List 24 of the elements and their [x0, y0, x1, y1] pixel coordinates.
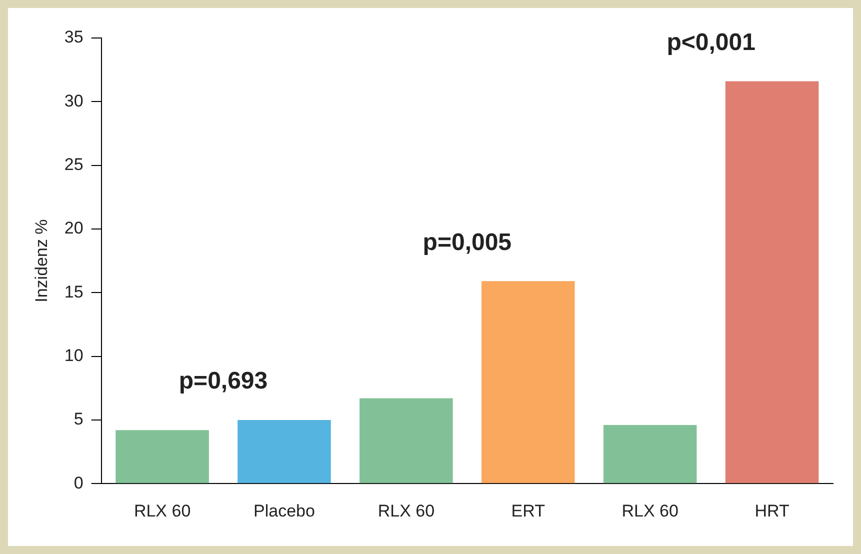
bar	[481, 281, 575, 484]
x-tick-label: HRT	[754, 501, 790, 520]
bar	[238, 420, 331, 484]
x-tick-label: RLX 60	[378, 501, 435, 520]
y-tick-label: 25	[64, 155, 84, 174]
y-tick-label: 15	[64, 282, 84, 302]
bar	[360, 398, 453, 484]
x-tick-label: ERT	[511, 501, 545, 520]
annotation: p<0,001	[666, 28, 756, 56]
y-tick-label: 5	[74, 410, 84, 429]
annotation: p=0,693	[178, 368, 268, 395]
x-tick-label: RLX 60	[134, 501, 191, 520]
x-tick-label: Placebo	[254, 501, 315, 520]
annotation: p=0,005	[422, 228, 512, 256]
x-tick-label: RLX 60	[622, 501, 678, 520]
y-tick-label: 30	[64, 91, 84, 110]
y-tick-label: 0	[74, 473, 84, 492]
bar	[116, 430, 209, 484]
y-tick-label: 35	[64, 28, 84, 47]
bar	[603, 425, 697, 484]
y-tick-label: 10	[64, 346, 84, 365]
bar	[725, 81, 819, 484]
y-tick-label: 20	[64, 218, 84, 238]
y-axis-title: Inzidenz %	[32, 219, 51, 302]
